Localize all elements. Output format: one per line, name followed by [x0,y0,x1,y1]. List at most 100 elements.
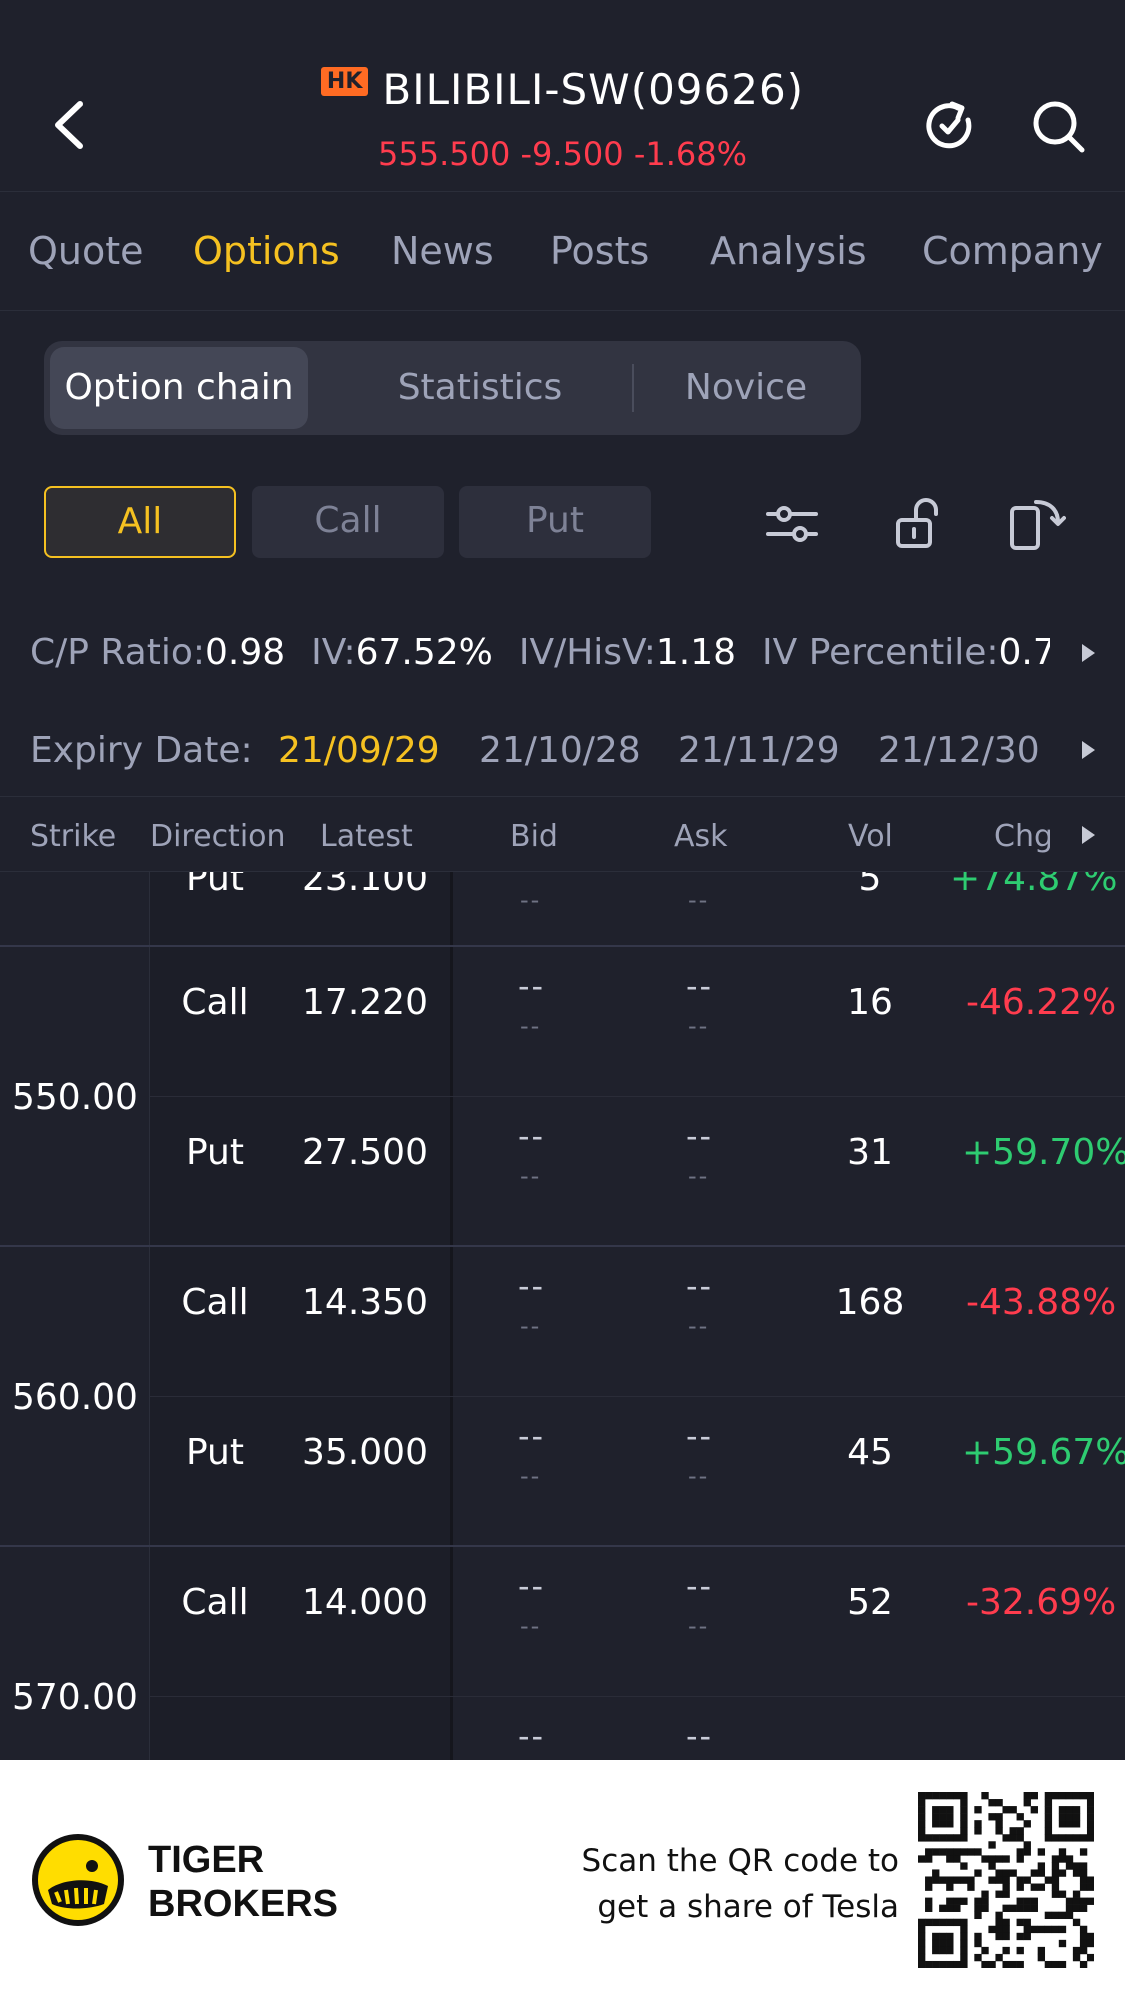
segment-novice[interactable]: Novice [684,367,808,408]
tab-news[interactable]: News [391,229,494,273]
table-header: Strike Direction Latest Bid Ask Vol Chg [0,796,1125,872]
brand-line-2: BROKERS [148,1883,339,1925]
row-560-put-latest[interactable]: 35.000 [302,1432,428,1473]
row-550-put-bid: -- [518,1117,546,1155]
tab-analysis[interactable]: Analysis [710,229,867,273]
option-stats-row: C/P Ratio:0.98 IV:67.52% IV/HisV:1.18 IV Pe… [30,632,1050,682]
strike-570: 570.00 [12,1677,138,1718]
unlock-icon[interactable] [886,494,946,554]
refresh-icon[interactable] [922,98,978,154]
tiger-logo-icon [32,1834,124,1926]
tab-options[interactable]: Options [193,229,340,273]
promo-footer: TIGER BROKERS Scan the QR code to get a … [0,1760,1125,2001]
filter-all-button[interactable]: All [44,486,236,558]
row-550-call-bid-size: -- [520,1012,542,1040]
row-550-put-latest[interactable]: 27.500 [302,1132,428,1173]
view-segment-control: Option chain Statistics Novice [44,341,861,435]
tab-quote[interactable]: Quote [28,229,144,273]
search-icon[interactable] [1030,98,1086,154]
row-570-call-vol: 52 [847,1582,893,1623]
title-wrap: HK BILIBILI-SW(09626) [0,65,1125,114]
row-560-put-ask: -- [686,1417,714,1455]
stat-iv-percentile-label: IV Percentile: [762,632,999,673]
stat-cp-ratio-label: C/P Ratio: [30,632,205,673]
row-560-call-direction[interactable]: Call [181,1282,249,1323]
tab-posts[interactable]: Posts [550,229,650,273]
expiry-date-1[interactable]: 21/09/29 [278,730,440,771]
row-550-call-vol: 16 [847,982,893,1023]
expiry-date-2[interactable]: 21/10/28 [479,730,641,771]
partial-row-chg: +74.87% [950,872,1118,899]
group-divider [0,945,1125,947]
scan-line-2: get a share of Tesla [597,1889,899,1925]
row-560-call-latest[interactable]: 14.350 [302,1282,428,1323]
row-560-call-ask-size: -- [688,1312,710,1340]
row-560-call-bid-size: -- [520,1312,542,1340]
row-570-call-direction[interactable]: Call [181,1582,249,1623]
col-direction: Direction [150,819,286,854]
stat-cp-ratio-value: 0.98 [204,632,286,673]
expiry-date-3[interactable]: 21/11/29 [678,730,840,771]
expiry-label: Expiry Date: [30,730,253,771]
row-570-call-bid: -- [518,1567,546,1605]
row-560-call-bid: -- [518,1267,546,1305]
qr-code-icon[interactable] [918,1792,1094,1968]
group-divider [0,1545,1125,1547]
tab-company[interactable]: Company [922,229,1103,273]
row-550-call-ask-size: -- [688,1012,710,1040]
rotate-screen-icon[interactable] [1006,494,1066,554]
option-chain-table: Put 23.100 -- -- 5 +74.87% 550.00 Call 1… [0,872,1125,1760]
row-550-put-chg: +59.70% [962,1132,1125,1173]
col-ask: Ask [674,819,728,854]
expiry-date-4[interactable]: 21/12/30 [878,730,1040,771]
row-570-put-ask: -- [686,1717,714,1755]
strike-column-divider [149,872,150,1760]
row-560-call-chg: -43.88% [966,1282,1117,1323]
stat-iv-hisv-value: 1.18 [655,632,737,673]
back-arrow-icon[interactable] [48,100,92,150]
row-550-call-latest[interactable]: 17.220 [302,982,428,1023]
partial-row-ask: -- [688,886,710,914]
group-divider [0,1245,1125,1247]
stat-iv-hisv-label: IV/HisV: [518,632,656,673]
brand-line-1: TIGER [148,1839,265,1881]
stats-more-arrow-icon[interactable] [1082,644,1095,662]
frozen-column-divider [450,872,453,1760]
row-550-put-vol: 31 [847,1132,893,1173]
row-560-put-bid-size: -- [520,1462,542,1490]
row-550-call-bid: -- [518,967,546,1005]
row-550-put-ask-size: -- [688,1162,710,1190]
row-divider [150,1396,1125,1397]
filter-call-button[interactable]: Call [252,486,444,558]
row-570-call-ask: -- [686,1567,714,1605]
header: HK BILIBILI-SW(09626) 555.500 -9.500 -1.6… [0,0,1125,192]
row-560-put-direction[interactable]: Put [185,1432,244,1473]
row-570-call-latest[interactable]: 14.000 [302,1582,428,1623]
row-divider [150,1696,1125,1697]
row-560-put-ask-size: -- [688,1462,710,1490]
scan-caption: Scan the QR code to get a share of Tesla [582,1838,899,1930]
market-badge: HK [320,67,369,96]
filter-put-button[interactable]: Put [459,486,651,558]
row-550-call-ask: -- [686,967,714,1005]
row-550-put-direction[interactable]: Put [185,1132,244,1173]
segment-statistics[interactable]: Statistics [397,367,563,408]
row-560-put-chg: +59.67% [962,1432,1125,1473]
partial-row-vol: 5 [858,872,882,899]
partial-row-bid: -- [520,886,542,914]
scan-line-1: Scan the QR code to [581,1843,899,1879]
direction-latest-column-bg [150,872,450,1760]
partial-row-direction: Put [185,872,244,899]
row-560-put-vol: 45 [847,1432,893,1473]
columns-more-arrow-icon[interactable] [1082,826,1095,844]
row-divider [150,1096,1125,1097]
segment-option-chain[interactable]: Option chain [50,347,308,429]
strike-560: 560.00 [12,1377,138,1418]
row-550-call-direction[interactable]: Call [181,982,249,1023]
stat-iv-percentile-value: 0.79 [998,632,1050,673]
row-550-put-ask: -- [686,1117,714,1155]
sliders-icon[interactable] [762,494,822,554]
col-vol: Vol [848,819,893,854]
expiry-more-arrow-icon[interactable] [1082,741,1095,759]
